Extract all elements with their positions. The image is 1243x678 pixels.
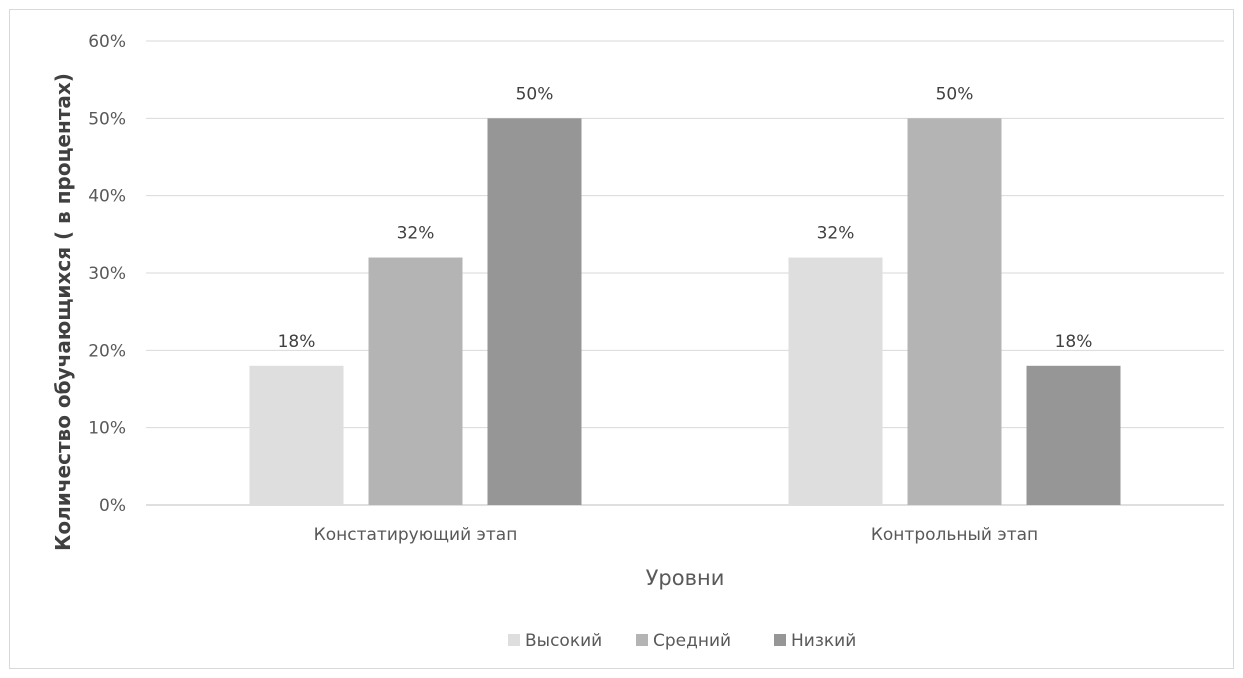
legend-label: Средний [653,631,731,651]
y-axis-ticks: 0% 10% 20% 30% 40% 50% 60% [88,32,126,516]
data-label: 18% [278,332,316,352]
bar-Средний-0 [368,257,463,505]
y-axis-title: Количество обучающихся ( в процентах) [51,73,75,551]
data-label: 50% [936,84,974,104]
x-tick-label: Констатирующий этап [314,525,518,545]
data-label: 32% [397,224,435,244]
data-labels: 18% 32% 50% 32% 50% 18% [278,84,1093,351]
x-axis-ticks: Констатирующий этап Контрольный этап [314,525,1038,545]
chart-frame [9,9,1234,669]
legend-label: Низкий [791,631,856,651]
bar-Низкий-0 [487,118,582,505]
legend-swatch [508,634,520,646]
legend-label: Высокий [525,631,602,651]
y-tick-label: 40% [88,187,126,207]
y-tick-label: 20% [88,341,126,361]
legend-swatch [636,634,648,646]
bar-Высокий-1 [788,257,883,505]
x-axis-title: Уровни [646,566,725,590]
y-tick-label: 10% [88,419,126,439]
bar-Высокий-0 [249,365,344,505]
legend-item-Низкий: Низкий [774,631,856,651]
legend-item-Средний: Средний [636,631,731,651]
y-tick-label: 0% [99,496,126,516]
y-tick-label: 30% [88,264,126,284]
x-tick-label: Контрольный этап [871,525,1038,545]
data-label: 32% [817,224,855,244]
data-label: 18% [1055,332,1093,352]
data-label: 50% [516,84,554,104]
legend-swatch [774,634,786,646]
legend-item-Высокий: Высокий [508,631,602,651]
legend: Высокий Средний Низкий [508,631,856,651]
bars [249,118,1121,505]
bar-Низкий-1 [1026,365,1121,505]
bar-Средний-1 [907,118,1002,505]
y-tick-label: 50% [88,109,126,129]
y-tick-label: 60% [88,32,126,52]
